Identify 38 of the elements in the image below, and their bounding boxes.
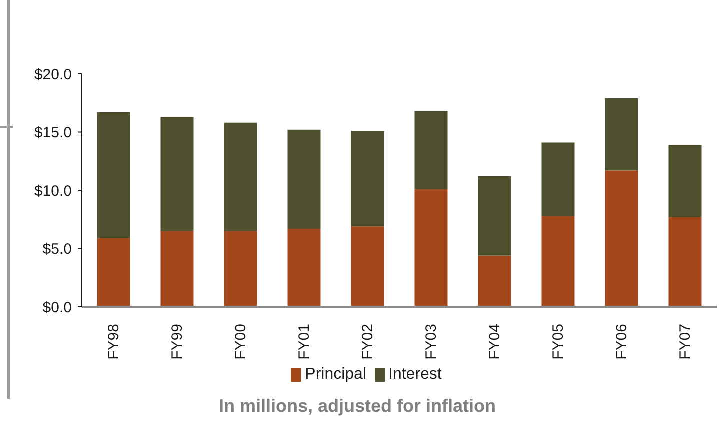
y-tick-label: $10.0 <box>34 182 72 200</box>
bar <box>478 256 512 307</box>
x-tick-label: FY01 <box>296 324 313 360</box>
y-tick-label: $5.0 <box>42 241 72 258</box>
x-tick-label: FY00 <box>232 324 250 360</box>
bar <box>668 217 702 307</box>
bar <box>605 170 638 307</box>
bar <box>97 112 130 238</box>
y-tick-label: $20.0 <box>34 66 72 84</box>
x-tick-label: FY02 <box>359 324 376 360</box>
bar <box>160 117 194 232</box>
legend-label: Principal <box>305 366 366 384</box>
bar <box>351 226 384 307</box>
bar <box>542 216 575 307</box>
x-tick-label: FY04 <box>486 324 504 360</box>
bar <box>542 142 575 216</box>
x-tick-label: FY03 <box>422 324 440 360</box>
bar <box>414 111 448 190</box>
bar <box>224 122 258 232</box>
y-tick-label: $0.0 <box>42 299 72 316</box>
bar <box>668 145 702 218</box>
text: In millions, adjusted for inflation <box>218 396 497 417</box>
x-tick-label: FY99 <box>168 324 186 360</box>
bar <box>288 130 321 229</box>
x-tick-label: FY98 <box>105 324 122 360</box>
x-tick-label: FY06 <box>613 324 630 360</box>
bar <box>97 238 130 307</box>
bar <box>605 98 638 171</box>
y-tick-label: $15.0 <box>34 124 72 142</box>
bar <box>288 228 321 307</box>
legend-label: Interest <box>388 366 442 384</box>
bar <box>414 189 448 307</box>
x-tick-label: FY07 <box>676 324 694 360</box>
bar <box>478 176 512 256</box>
bar <box>224 231 258 307</box>
x-tick-label: FY05 <box>550 324 567 360</box>
bar <box>160 231 194 307</box>
bar <box>351 131 384 227</box>
